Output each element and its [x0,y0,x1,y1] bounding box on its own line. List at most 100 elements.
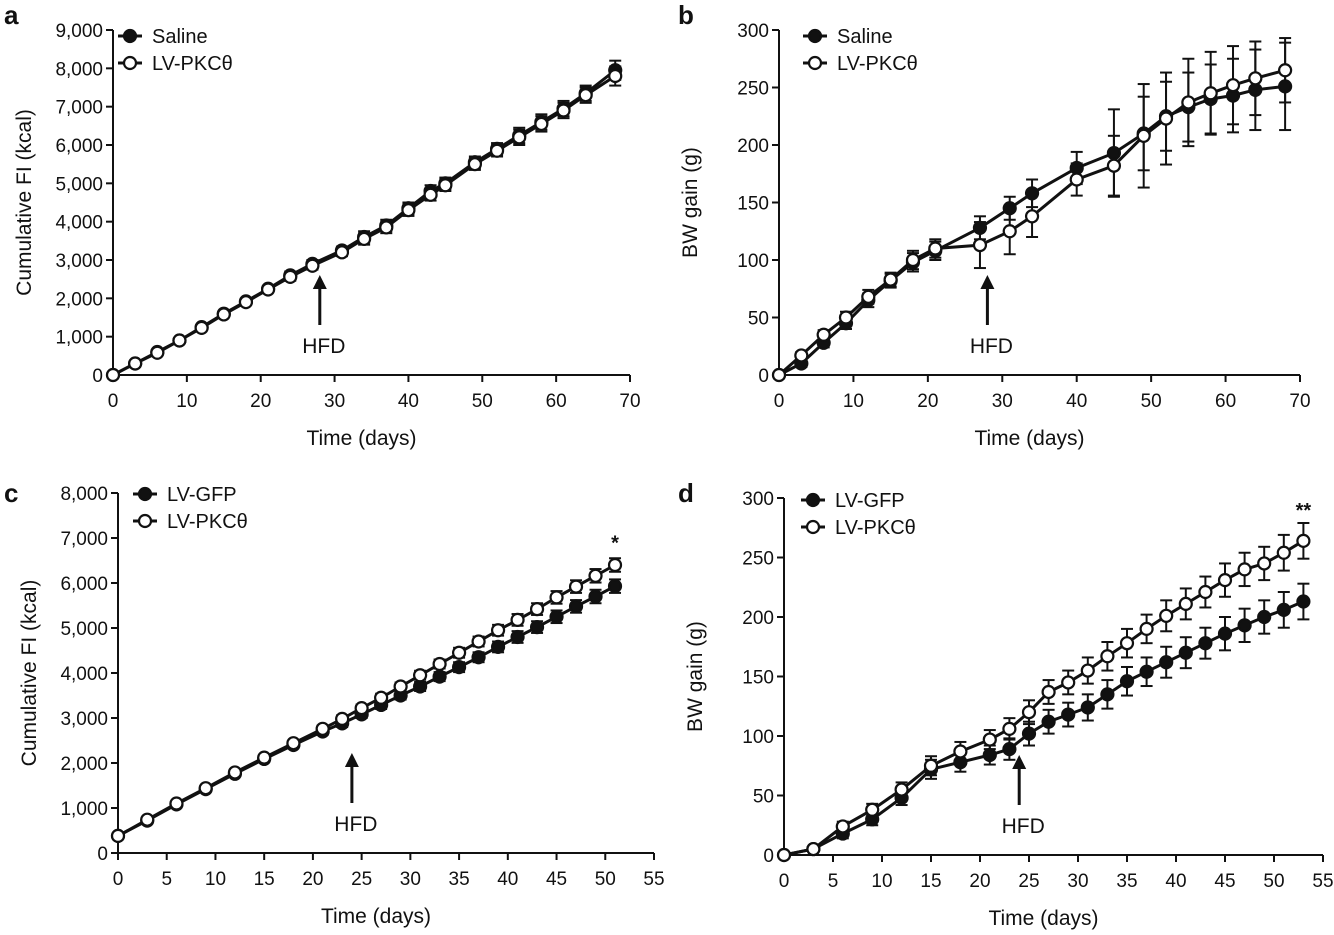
y-tick-label: 3,000 [55,251,103,272]
data-point [357,231,372,247]
data-point [379,220,394,235]
legend-marker [805,492,821,508]
x-tick-label: 40 [1165,871,1186,892]
data-point [1061,707,1076,722]
legend-label: LV-GFP [167,484,237,506]
legend-label: LV-PKCθ [835,517,916,539]
data-point [169,796,184,811]
data-point [1248,71,1263,86]
significance-marker: ** [1296,500,1312,522]
x-tick-label: 40 [398,391,419,412]
hfd-label: HFD [334,813,377,836]
x-axis-label: Time (days) [306,427,416,450]
x-tick-label: 55 [1312,871,1333,892]
y-tick-label: 4,000 [55,213,103,234]
legend-marker [137,513,153,529]
data-point [905,252,921,268]
legend-marker [122,55,138,71]
x-tick-label: 0 [774,391,785,412]
x-tick-label: 10 [176,391,197,412]
y-tick-label: 2,000 [55,289,103,310]
x-tick-label: 35 [449,869,470,890]
y-tick-label: 0 [92,366,103,387]
data-point [374,690,389,705]
data-point [982,747,997,763]
data-point [1257,609,1272,625]
data-point [1002,741,1017,757]
data-point [588,589,603,604]
data-point [471,650,486,665]
x-tick-label: 0 [113,869,124,890]
data-point [1225,78,1241,93]
hfd-arrow-head [312,275,327,289]
y-tick-label: 300 [742,489,774,510]
data-point [393,679,408,694]
data-point [529,619,545,635]
data-point [354,700,369,716]
data-point [608,68,623,84]
x-tick-label: 20 [250,391,271,412]
y-axis-label: Cumulative FI (kcal) [13,109,36,296]
x-tick-label: 0 [779,871,790,892]
y-tick-label: 0 [97,844,108,865]
y-tick-label: 100 [742,727,774,748]
data-point [1100,649,1115,664]
x-tick-label: 15 [254,869,275,890]
legend-label: Saline [837,26,893,48]
y-tick-label: 5,000 [60,619,108,640]
x-tick-label: 30 [400,869,421,890]
panel-d: d 0 5 10 15 20 25 30 35 40 45 50 55 0 50 100 150 200 250 3… [678,478,1334,930]
data-point [315,721,330,736]
data-point [1024,186,1040,201]
data-point [1248,82,1263,97]
x-tick-label: 50 [472,391,493,412]
data-point [1296,594,1311,609]
data-point [928,241,943,256]
data-point [283,269,298,284]
data-point [1158,111,1174,126]
data-point [1276,602,1291,617]
data-point [1198,636,1213,651]
data-point [1080,700,1095,715]
x-tick-label: 35 [1116,871,1137,892]
data-point [140,812,155,827]
y-tick-label: 0 [763,846,774,867]
data-point [838,310,854,325]
y-tick-label: 1,000 [55,328,103,349]
x-tick-label: 10 [205,869,226,890]
data-point [1080,663,1095,678]
data-point [401,203,416,218]
data-point [1178,645,1193,660]
data-point [1181,95,1196,110]
x-tick-label: 10 [843,391,864,412]
data-point [413,668,428,683]
y-tick-label: 1,000 [60,799,108,820]
data-point [1106,145,1122,161]
hfd-label: HFD [302,335,345,358]
panel-a: a 0 10 20 30 40 50 60 70 0 1,000 2,000 3,000 4,000 5,… [4,0,641,450]
y-tick-label: 9,000 [55,21,103,42]
y-tick-label: 0 [758,366,769,387]
x-tick-label: 50 [595,869,616,890]
data-point [816,327,831,342]
y-tick-label: 6,000 [55,136,103,157]
data-point [1061,675,1076,690]
legend-marker [137,486,153,502]
y-tick-label: 50 [753,787,774,808]
panel-c: c 0 5 10 15 20 25 30 35 40 45 50 55 0 1,000 2,000 3,000… [4,478,665,928]
x-tick-label: 30 [992,391,1013,412]
x-tick-label: 5 [828,871,839,892]
y-tick-label: 150 [737,194,769,215]
data-point [172,333,187,348]
data-point [835,819,850,834]
data-point [771,367,787,383]
x-axis-label: Time (days) [974,427,1084,450]
data-point [794,348,809,363]
data-point [227,765,243,780]
data-point [549,609,564,624]
data-point [1002,224,1017,239]
y-axis-label: BW gain (g) [684,621,707,732]
x-tick-label: 45 [546,869,567,890]
